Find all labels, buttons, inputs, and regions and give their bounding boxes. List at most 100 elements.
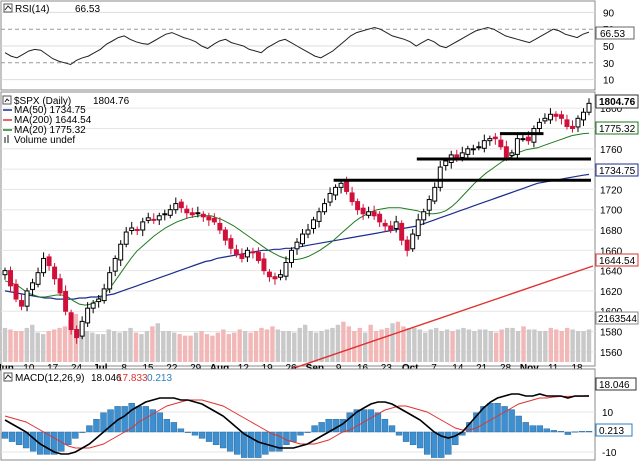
volume-bar (439, 331, 444, 362)
macd-hist-bar (557, 431, 565, 433)
volume-bar (472, 331, 477, 362)
candle-body (233, 249, 239, 255)
rsi-tag-text: 66.53 (600, 29, 625, 40)
candle-body (79, 320, 85, 337)
volume-bar (215, 332, 221, 362)
candle-body (239, 253, 245, 259)
macd-hist-bar (367, 409, 375, 433)
candle-body (465, 148, 471, 155)
volume-bar (51, 329, 57, 362)
candle-body (222, 229, 228, 241)
rsi-tick-label: 50 (603, 42, 615, 53)
macd-hist-bar (374, 412, 382, 433)
candle-body (344, 181, 350, 192)
candle-body (294, 241, 300, 250)
volume-bar (193, 332, 199, 362)
macd-hist-bar (79, 431, 86, 433)
volume-bar (237, 329, 242, 362)
macd-hist-bar (121, 406, 128, 433)
volume-bar (79, 324, 84, 362)
candle-body (443, 160, 449, 167)
candle-body (338, 182, 344, 188)
macd-hist-bar (205, 431, 213, 442)
candle-body (514, 138, 520, 155)
candle-body (581, 111, 586, 121)
rsi-line (4, 26, 590, 66)
volume-bar (564, 327, 570, 362)
macd-hist-bar (438, 431, 445, 458)
ma20-tag: 1775.32 (599, 124, 636, 135)
volume-bar (84, 331, 90, 362)
candle-body (547, 113, 553, 121)
volume-bar (106, 329, 111, 362)
volume-bar (575, 331, 581, 362)
macd-hist-bar (226, 431, 234, 452)
macd-hist-bar (402, 431, 410, 442)
price-tick-label: 1800 (600, 104, 623, 115)
volume-bar (526, 329, 532, 362)
volume-bar (352, 331, 357, 362)
price-tick-label: 1560 (600, 348, 623, 359)
candle-body (24, 290, 30, 307)
macd-signal-line (4, 395, 590, 449)
volume-bar (35, 332, 40, 362)
candle-body (200, 213, 206, 218)
macd-hist-bar (241, 431, 248, 458)
volume-bar (433, 327, 439, 362)
candle-body (261, 258, 267, 272)
macd-hist-bar (170, 422, 178, 433)
volume-bar (417, 329, 423, 362)
volume-bar (461, 327, 466, 362)
volume-bar (13, 331, 19, 362)
candle-body (404, 239, 410, 251)
macd-hist-bar (353, 409, 360, 433)
macd-value: 18.046 (91, 373, 122, 384)
macd-hist-bar (255, 431, 262, 458)
candle-body (151, 218, 157, 221)
candle-body (415, 219, 421, 237)
volume-bar (515, 331, 521, 362)
volume-bar (313, 332, 319, 362)
candle-body (228, 238, 234, 249)
macd-hist-bar (100, 412, 107, 433)
macd-hist-bar (501, 406, 508, 433)
candle-body (366, 211, 372, 216)
volume-bar (264, 329, 270, 362)
macd-hist-bar (276, 431, 283, 452)
candle-body (542, 117, 548, 122)
macd-hist-bar (219, 431, 227, 449)
macd-hist-bar (543, 428, 550, 433)
volume-bar (504, 327, 510, 362)
volume-bar (302, 324, 308, 362)
candle-body (371, 211, 377, 217)
price-candles (2, 98, 592, 344)
candle-body (487, 138, 493, 142)
candle-body (300, 233, 305, 245)
macd-hist-bar (107, 409, 114, 433)
price-last: 1804.76 (93, 96, 130, 107)
volume-bar (275, 329, 281, 362)
candle-body (90, 302, 96, 309)
candle-body (531, 127, 537, 143)
candle-body (195, 212, 201, 215)
candle-body (41, 257, 47, 274)
candle-body (399, 222, 405, 241)
volume-bar (319, 331, 324, 362)
macd-hist-bar (395, 431, 403, 436)
candle-body (184, 208, 190, 214)
macd-hist-bar (156, 412, 163, 433)
macd-tick-label: -10 (602, 448, 617, 459)
volume-bar (297, 327, 302, 362)
macd-hist-bar (431, 431, 438, 458)
volume-bar (428, 329, 433, 362)
candle-body (63, 290, 69, 312)
candle-body (107, 272, 113, 290)
candle-body (189, 212, 195, 216)
macd-hist-bar (191, 431, 199, 436)
rsi-label: RSI(14) (15, 4, 49, 15)
macd-hist-bar (487, 403, 494, 433)
rsi-tick-labels: 9070503010 (603, 8, 615, 86)
price-legend: $SPX (Daily) 1804.76 MA(50) 1734.75MA(20… (2, 95, 130, 146)
macd-hist-bar (1, 431, 9, 439)
volume-bar (363, 332, 368, 362)
